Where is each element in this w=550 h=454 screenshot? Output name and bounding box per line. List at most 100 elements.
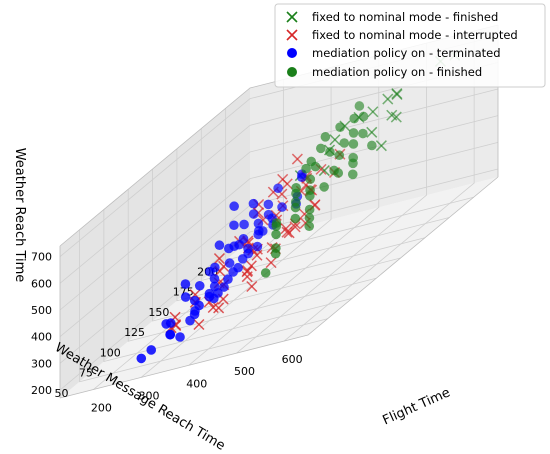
grid-line-x xyxy=(140,67,332,378)
marker-stroke xyxy=(242,235,254,247)
marker-stroke xyxy=(386,109,398,121)
data-point-circle xyxy=(271,229,281,240)
data-point-x-marker xyxy=(391,88,403,101)
data-point-circle xyxy=(348,139,359,149)
data-point-x-marker xyxy=(382,93,394,105)
data-point-circle xyxy=(228,267,238,277)
series-3 xyxy=(260,101,377,278)
data-point-circle xyxy=(319,182,329,192)
marker-stroke xyxy=(315,163,327,175)
legend-label: mediation policy on - finished xyxy=(312,65,482,79)
marker-stroke xyxy=(367,106,379,118)
data-point-x-marker xyxy=(207,301,219,314)
data-point-circle xyxy=(333,168,344,178)
data-point-x-marker xyxy=(289,221,301,233)
data-point-x-marker xyxy=(246,280,258,293)
x-axis-label: Flight Time xyxy=(381,385,453,428)
data-point-circle xyxy=(252,241,263,252)
data-point-circle xyxy=(273,183,283,194)
marker-stroke xyxy=(318,165,330,177)
z-tick-label: 300 xyxy=(31,357,52,370)
data-point-circle xyxy=(304,213,315,223)
data-point-circle xyxy=(320,132,331,142)
data-point-x-marker xyxy=(367,106,379,118)
data-point-circle xyxy=(180,279,191,289)
data-point-circle xyxy=(248,209,259,219)
legend-entry-2: mediation policy on - terminated xyxy=(287,46,501,60)
data-point-circle xyxy=(194,300,204,311)
marker-stroke xyxy=(193,318,205,331)
marker-stroke xyxy=(213,253,225,265)
y-tick-label: 75 xyxy=(79,367,93,380)
data-point-circle xyxy=(354,101,365,111)
data-point-circle xyxy=(224,258,235,268)
series-2 xyxy=(136,169,307,364)
data-point-circle xyxy=(291,188,301,199)
data-point-circle xyxy=(263,209,274,220)
marker-stroke xyxy=(291,153,303,165)
legend-label: fixed to nominal mode - interrupted xyxy=(312,28,518,42)
legend-box xyxy=(274,3,546,88)
marker-stroke xyxy=(289,221,301,233)
data-point-circle xyxy=(290,213,301,224)
data-point-circle xyxy=(335,122,345,132)
grid-line-y xyxy=(79,229,328,383)
data-point-circle xyxy=(136,353,147,364)
data-point-circle xyxy=(277,202,287,212)
legend-entry-1: fixed to nominal mode - interrupted xyxy=(286,28,518,42)
data-point-circle xyxy=(358,128,368,139)
data-point-circle xyxy=(305,174,316,184)
data-point-circle xyxy=(234,239,244,250)
data-point-circle xyxy=(334,150,345,161)
data-point-x-marker xyxy=(277,173,289,185)
data-point-circle xyxy=(237,254,248,264)
z-tick-label: 400 xyxy=(31,331,52,344)
marker-stroke xyxy=(375,140,387,152)
data-point-circle xyxy=(263,199,274,210)
legend-entry-3: mediation policy on - finished xyxy=(287,65,482,79)
data-point-circle xyxy=(161,319,171,329)
data-point-circle xyxy=(304,221,315,232)
x-tick-label: 200 xyxy=(91,402,112,415)
grid-line-y xyxy=(103,209,352,363)
grid-line-x xyxy=(188,55,380,366)
legend-label: mediation policy on - terminated xyxy=(312,46,501,60)
data-point-circle xyxy=(253,218,264,229)
data-point-circle xyxy=(305,191,315,201)
z-tick-label: 500 xyxy=(31,304,52,317)
legend-label: fixed to nominal mode - finished xyxy=(312,10,498,24)
marker-stroke xyxy=(329,134,341,146)
marker-stroke xyxy=(277,173,289,185)
data-point-circle xyxy=(367,140,377,151)
marker-stroke xyxy=(242,265,254,277)
marker-stroke xyxy=(207,301,219,314)
y-tick-label: 150 xyxy=(148,306,169,319)
legend-circle-marker-icon xyxy=(287,67,297,77)
marker-stroke xyxy=(390,111,402,123)
data-point-circle xyxy=(270,248,281,259)
floor-pane xyxy=(60,177,498,398)
data-point-circle xyxy=(229,201,239,212)
data-points xyxy=(136,49,461,364)
data-point-circle xyxy=(213,288,223,298)
y-tick-label: 100 xyxy=(100,346,121,359)
grid-line-y xyxy=(176,148,426,302)
data-point-x-marker xyxy=(386,109,398,121)
marker-stroke xyxy=(382,93,394,105)
data-point-circle xyxy=(348,158,358,169)
grid-line-y xyxy=(200,128,450,282)
z-axis-label: Weather Reach Time xyxy=(12,148,27,283)
data-point-x-marker xyxy=(329,134,341,146)
data-point-circle xyxy=(248,198,259,209)
z-tick-label: 700 xyxy=(31,251,52,264)
data-point-circle xyxy=(304,204,315,215)
z-tick-label: 200 xyxy=(31,384,52,397)
marker-stroke xyxy=(213,302,225,314)
legend-x-marker-icon xyxy=(286,29,298,41)
data-point-x-marker xyxy=(193,318,205,331)
data-point-circle xyxy=(347,169,358,180)
legend-x-marker-icon xyxy=(286,11,298,23)
grid-line-y xyxy=(127,189,377,342)
grid-line-y xyxy=(152,169,401,322)
